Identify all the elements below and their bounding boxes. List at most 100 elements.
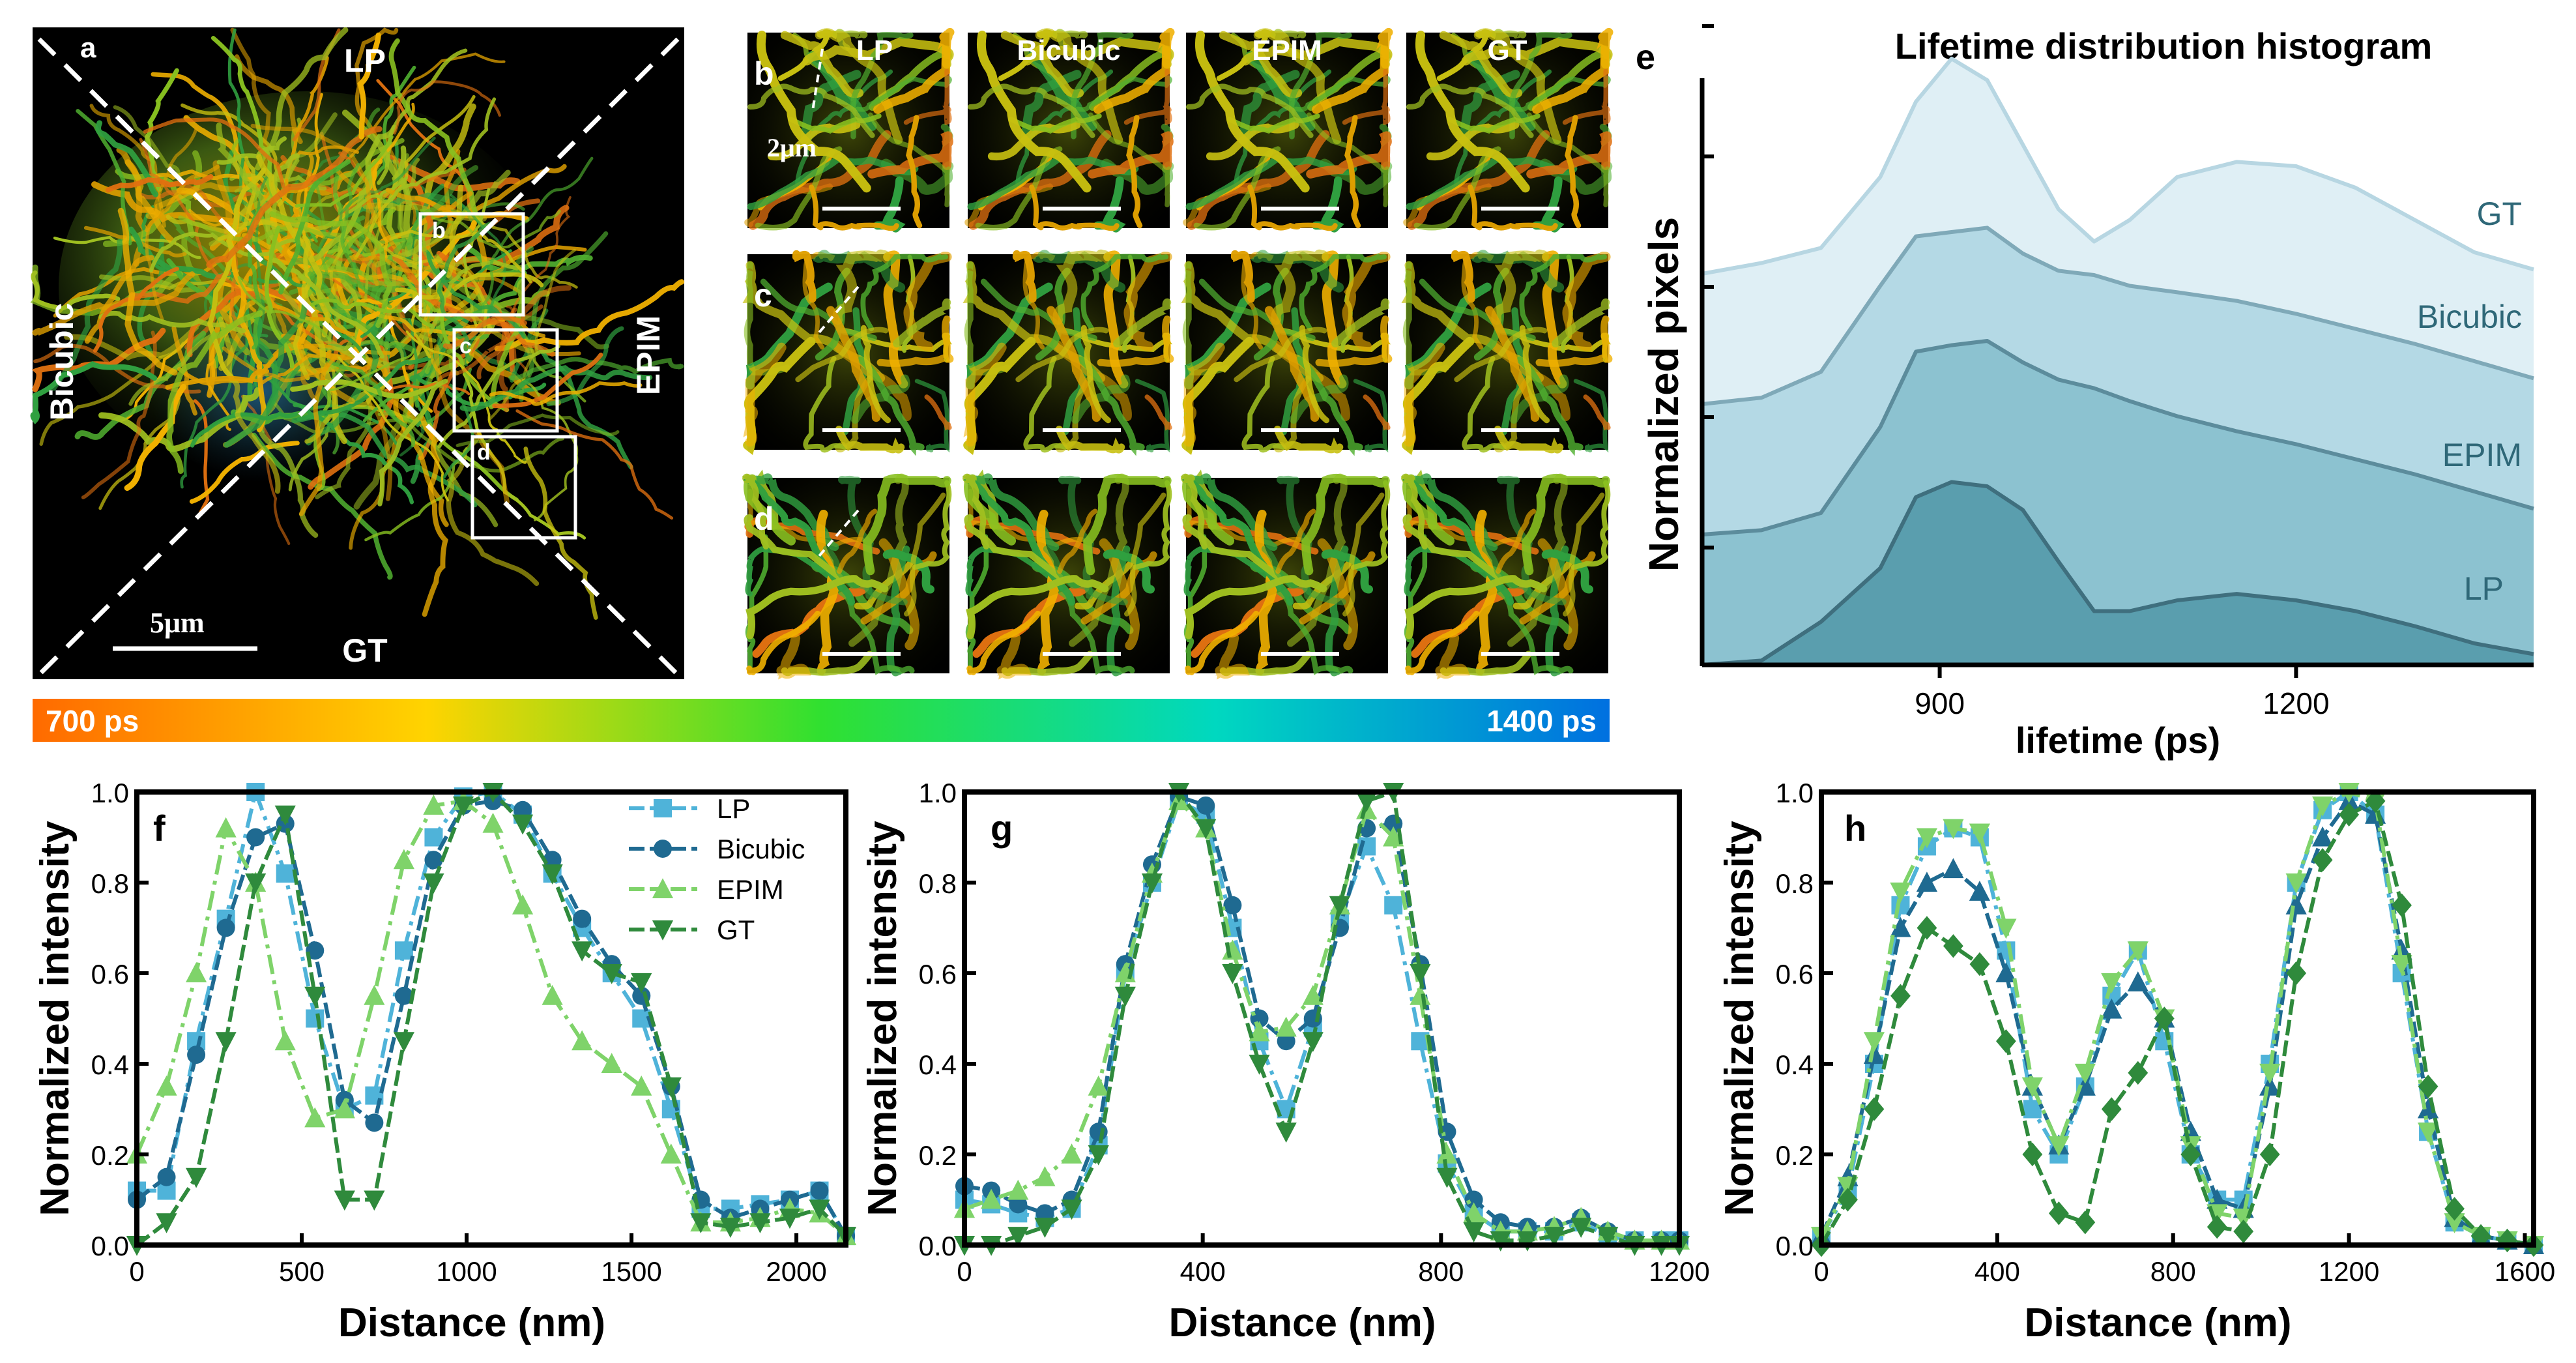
data-point xyxy=(1302,1032,1324,1053)
plot-frame xyxy=(134,789,848,1248)
x-tick-label: 0 xyxy=(1814,1256,1829,1287)
mitochondria-fiber xyxy=(84,255,154,344)
mitochondria-fiber xyxy=(492,352,603,409)
data-point xyxy=(394,986,413,1005)
y-axis-label: Normalized intensity xyxy=(1717,821,1762,1216)
crop-column-label: LP xyxy=(856,35,893,66)
mitochondria-fiber xyxy=(1552,298,1610,348)
roi-label-c: c xyxy=(459,334,472,359)
mitochondria-fiber xyxy=(1459,70,1520,145)
data-point xyxy=(2259,1142,2280,1167)
panel-a-scale-label: 5μm xyxy=(150,607,205,639)
data-point xyxy=(1007,1179,1029,1200)
mitochondria-fiber xyxy=(1088,131,1174,179)
data-point xyxy=(1034,1165,1056,1186)
mitochondria-fiber xyxy=(31,270,121,311)
data-point xyxy=(542,984,563,1005)
mitochondria-fiber xyxy=(1113,298,1172,348)
data-point xyxy=(1890,916,1911,937)
panel-e-histogram: e Lifetime distribution histogram Normal… xyxy=(1636,24,2534,761)
y-axis-label: Normalized intensity xyxy=(33,821,78,1216)
data-point xyxy=(364,984,385,1005)
data-point xyxy=(512,814,534,835)
mitochondria-fiber xyxy=(237,276,332,342)
mitochondria-fiber xyxy=(1183,546,1282,597)
mitochondria-fiber xyxy=(456,413,620,447)
x-tick-label: 2000 xyxy=(766,1256,826,1287)
y-tick-label: 0.6 xyxy=(1776,959,1814,989)
mitochondria-fiber xyxy=(1043,546,1128,606)
data-point xyxy=(1890,882,1911,903)
mitochondria-fiber xyxy=(1405,610,1480,675)
data-point xyxy=(424,828,443,847)
histogram-series-label-bicubic: Bicubic xyxy=(2417,299,2522,335)
data-point xyxy=(393,1032,414,1053)
data-point xyxy=(660,1077,682,1098)
crop-b-EPIM: EPIM xyxy=(1183,27,1393,233)
crop-d-EPIM xyxy=(1180,469,1391,680)
data-point xyxy=(1114,986,1136,1007)
mitochondria-fiber xyxy=(966,610,1041,675)
mitochondria-fiber xyxy=(1273,426,1344,454)
crop-row-letter: d xyxy=(754,501,774,537)
plot-f: 0.0 0.2 0.4 0.6 0.8 1.0 0 500 1000 1500 2000 Distan… xyxy=(33,778,857,1345)
crop-d-LP: d xyxy=(742,469,952,680)
data-point xyxy=(334,1098,355,1119)
mitochondria-fiber xyxy=(393,393,449,527)
mitochondria-fiber xyxy=(313,379,332,491)
mitochondria-fiber xyxy=(1080,253,1169,332)
mitochondria-fiber xyxy=(1299,325,1330,424)
data-point xyxy=(1034,1218,1056,1238)
data-point xyxy=(1490,1231,1511,1252)
crop-profile-line xyxy=(818,286,860,334)
mitochondria-fiber xyxy=(1124,492,1166,617)
colorbar-gradient xyxy=(33,699,1610,742)
data-point xyxy=(1007,1227,1029,1247)
data-point xyxy=(542,864,563,885)
mitochondria-fiber xyxy=(1496,508,1537,574)
mitochondria-fiber xyxy=(1526,131,1612,179)
data-point xyxy=(2021,1077,2043,1098)
mitochondria-fiber xyxy=(405,330,527,464)
mitochondria-fiber xyxy=(1135,379,1170,453)
data-point xyxy=(185,1167,207,1188)
data-point xyxy=(1943,858,1964,879)
mitochondria-fiber xyxy=(146,269,240,291)
mitochondria-fiber xyxy=(1215,633,1250,680)
mitochondria-fiber xyxy=(795,69,893,192)
y-axis-label: Normalized intensity xyxy=(860,821,905,1216)
data-point xyxy=(2022,1142,2043,1167)
mitochondria-fiber xyxy=(1015,69,1114,192)
mitochondria-fiber xyxy=(1516,356,1584,456)
data-point xyxy=(660,1143,682,1164)
data-point xyxy=(1302,984,1324,1005)
data-point xyxy=(1969,881,1990,901)
mitochondria-fiber xyxy=(1299,253,1387,332)
crop-scale-label: 2μm xyxy=(767,133,817,162)
data-point xyxy=(423,873,444,894)
data-point xyxy=(2285,873,2307,894)
panel-a-label-top: LP xyxy=(344,42,386,79)
mitochondria-fiber xyxy=(1415,31,1530,193)
data-point xyxy=(1061,1199,1082,1220)
mitochondria-fiber xyxy=(996,633,1032,680)
mitochondria-fiber xyxy=(1519,253,1608,332)
mitochondria-fiber xyxy=(1491,249,1549,325)
histogram-title: Lifetime distribution histogram xyxy=(1895,25,2432,66)
mitochondria-fiber xyxy=(1219,31,1303,98)
y-tick-label: 0.8 xyxy=(91,868,129,899)
mitochondria-fiber xyxy=(224,302,308,448)
data-point xyxy=(1222,964,1243,984)
data-point xyxy=(1916,828,1938,849)
mitochondria-fiber xyxy=(515,409,674,520)
data-point xyxy=(424,851,443,870)
legend-label-lp: LP xyxy=(717,793,750,824)
data-point xyxy=(654,799,672,817)
mitochondria-fiber xyxy=(1468,184,1558,231)
data-point xyxy=(2101,973,2122,993)
mitochondria-fiber xyxy=(256,154,332,338)
mitochondria-fiber xyxy=(394,272,544,300)
mitochondria-fiber xyxy=(1271,249,1329,325)
mitochondria-fiber xyxy=(906,115,923,229)
mitochondria-fiber xyxy=(290,379,439,399)
